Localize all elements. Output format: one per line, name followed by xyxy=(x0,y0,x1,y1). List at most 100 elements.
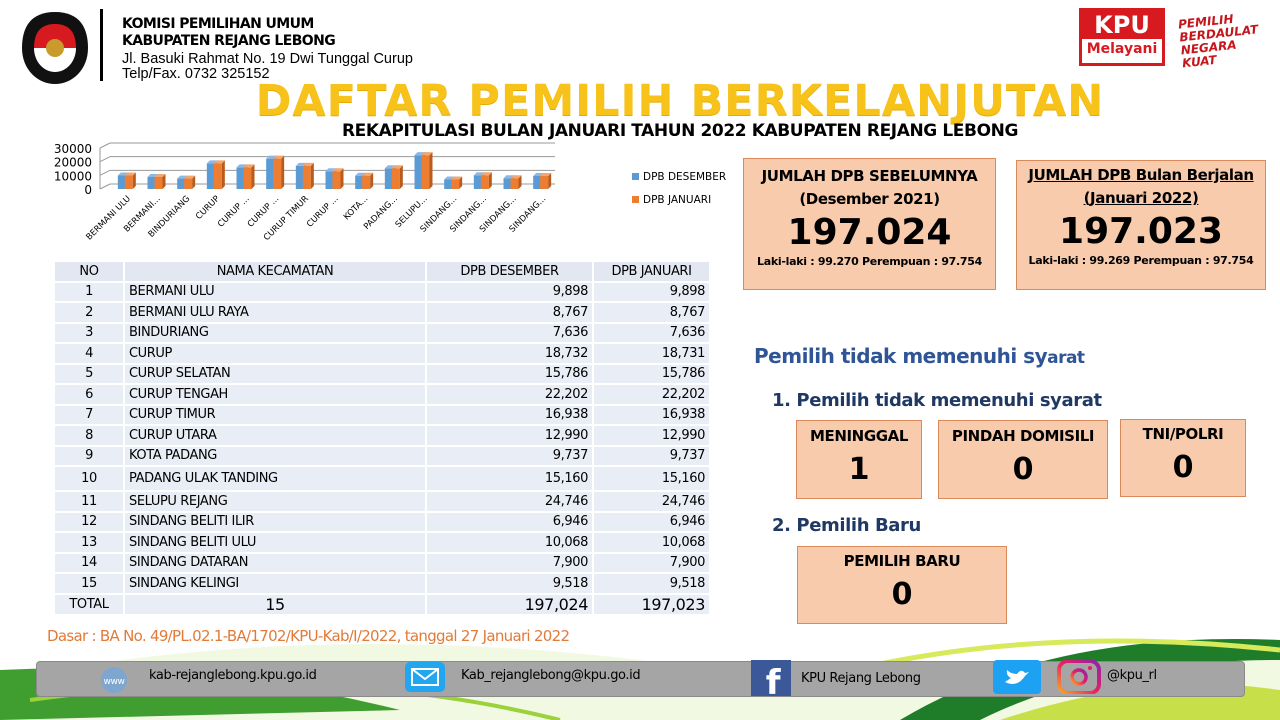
table-cell: 10,068 xyxy=(427,533,592,552)
table-row: 3 BINDURIANG 7,636 7,636 xyxy=(55,323,709,342)
kpu-logo xyxy=(22,12,88,84)
table-row: 14 SINDANG DATARAN 7,900 7,900 xyxy=(55,553,709,572)
table-cell: 22,202 xyxy=(427,385,592,404)
table-cell: 2 xyxy=(55,303,123,322)
table-cell: TOTAL xyxy=(55,594,123,614)
x-tick-label: BERMANI ULU xyxy=(84,194,133,243)
table-cell: 16,938 xyxy=(427,405,592,424)
bar-top xyxy=(273,155,285,159)
slogan-logo: PEMILIH BERDAULAT NEGARA KUAT xyxy=(1177,11,1259,71)
bar-side xyxy=(399,165,403,189)
table-row: 13 SINDANG BELITI ULU 10,068 10,068 xyxy=(55,533,709,552)
table-cell: 7,900 xyxy=(594,553,709,572)
bar-dpb-januari xyxy=(421,155,430,189)
instagram-icon xyxy=(1057,660,1101,694)
bar-dpb-desember xyxy=(414,155,423,189)
email-link[interactable]: Kab_rejanglebong@kpu.go.id xyxy=(461,668,641,683)
table-cell: 10,068 xyxy=(594,533,709,552)
y-tick-label: 20000 xyxy=(54,156,92,170)
bar-top xyxy=(302,162,314,166)
bar-dpb-januari xyxy=(213,163,222,189)
bar-side xyxy=(370,172,374,189)
table-cell: 197,023 xyxy=(594,594,709,614)
bar-side xyxy=(251,164,255,189)
svg-text:f: f xyxy=(766,663,782,696)
bar-dpb-januari xyxy=(302,165,311,189)
table-cell: BINDURIANG xyxy=(125,323,425,342)
bar-side xyxy=(459,176,463,189)
table-row: 7 CURUP TIMUR 16,938 16,938 xyxy=(55,405,709,424)
table-row: 5 CURUP SELATAN 15,786 15,786 xyxy=(55,364,709,383)
table-cell: 4 xyxy=(55,344,123,363)
bar-dpb-januari xyxy=(332,171,341,189)
table-cell: 7,900 xyxy=(427,553,592,572)
table-cell: 9,518 xyxy=(427,574,592,593)
y-tick-label: 0 xyxy=(84,183,92,197)
x-tick-label: CURUP ... xyxy=(305,194,341,230)
table-cell: CURUP xyxy=(125,344,425,363)
table-cell: 6 xyxy=(55,385,123,404)
gridline xyxy=(99,183,111,190)
table-cell: KOTA PADANG xyxy=(125,446,425,465)
bar-dpb-januari xyxy=(480,175,489,189)
table-cell: SINDANG DATARAN xyxy=(125,553,425,572)
table-row: 4 CURUP 18,732 18,731 xyxy=(55,344,709,363)
contact-footer: www kab-rejanglebong.kpu.go.id Kab_rejan… xyxy=(36,660,1245,697)
bar-side xyxy=(192,175,196,189)
legend-swatch xyxy=(632,173,639,180)
box-pindah-domisili: PINDAH DOMISILI 0 xyxy=(938,420,1108,499)
bar-side xyxy=(518,175,522,189)
bar-dpb-januari xyxy=(184,178,193,189)
facebook-link[interactable]: KPU Rejang Lebong xyxy=(801,671,921,686)
bar-dpb-januari xyxy=(243,167,252,189)
social-handle[interactable]: @kpu_rl xyxy=(1107,668,1157,683)
kpu-melayani-logo: KPU Melayani xyxy=(1079,8,1165,66)
legend-swatch xyxy=(632,196,639,203)
table-cell: 24,746 xyxy=(427,492,592,511)
table-row: 9 KOTA PADANG 9,737 9,737 xyxy=(55,446,709,465)
table-row: 12 SINDANG BELITI ILIR 6,946 6,946 xyxy=(55,512,709,531)
table-cell: 1 xyxy=(55,282,123,301)
bar-side xyxy=(162,174,166,189)
bar-side xyxy=(281,155,285,189)
data-table: NO NAMA KECAMATAN DPB DESEMBER DPB JANUARI 1… xyxy=(53,260,711,616)
table-cell: 16,938 xyxy=(594,405,709,424)
table-cell: SINDANG BELITI ULU xyxy=(125,533,425,552)
table-cell: 9,737 xyxy=(427,446,592,465)
bar-dpb-desember xyxy=(236,167,245,189)
table-cell: SELUPU REJANG xyxy=(125,492,425,511)
facebook-icon: f xyxy=(751,660,791,696)
globe-www-icon: www xyxy=(101,667,127,693)
bar-side xyxy=(221,160,225,189)
table-row: 11 SELUPU REJANG 24,746 24,746 xyxy=(55,492,709,511)
table-cell: 6,946 xyxy=(427,512,592,531)
table-cell: 15 xyxy=(125,594,425,614)
table-cell: 15,786 xyxy=(427,364,592,383)
bar-dpb-desember xyxy=(295,165,304,189)
bar-dpb-januari xyxy=(540,175,549,189)
x-tick-label: KOTA... xyxy=(342,194,370,222)
table-cell: 15,160 xyxy=(427,467,592,490)
table-cell: PADANG ULAK TANDING xyxy=(125,467,425,490)
table-cell: 10 xyxy=(55,467,123,490)
bar-top xyxy=(124,172,136,176)
table-cell: CURUP TIMUR xyxy=(125,405,425,424)
org-address: Jl. Basuki Rahmat No. 19 Dwi Tunggal Cur… xyxy=(122,51,413,82)
bar-top xyxy=(154,174,166,178)
website-link[interactable]: kab-rejanglebong.kpu.go.id xyxy=(149,668,317,683)
svg-text:www: www xyxy=(104,677,125,687)
table-cell: 7,636 xyxy=(427,323,592,342)
bar-dpb-desember xyxy=(177,178,186,189)
table-cell: 9,518 xyxy=(594,574,709,593)
table-row: 6 CURUP TENGAH 22,202 22,202 xyxy=(55,385,709,404)
bar-dpb-desember xyxy=(355,175,364,189)
bar-top xyxy=(362,172,374,176)
bar-top xyxy=(184,175,196,179)
table-row: 10 PADANG ULAK TANDING 15,160 15,160 xyxy=(55,467,709,490)
bar-dpb-desember xyxy=(503,178,512,189)
y-tick-label: 10000 xyxy=(54,169,92,183)
bar-dpb-desember xyxy=(206,163,215,189)
legend-label: DPB DESEMBER xyxy=(643,171,726,183)
table-cell: 15,786 xyxy=(594,364,709,383)
